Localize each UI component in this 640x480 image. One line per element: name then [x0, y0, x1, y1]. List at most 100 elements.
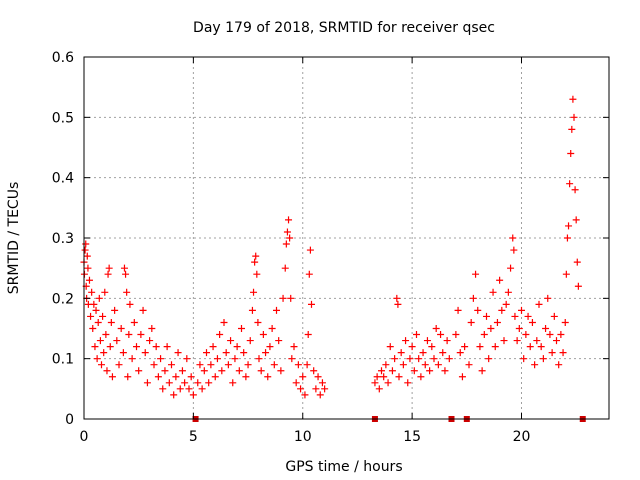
data-point [287, 294, 295, 302]
data-point [533, 337, 541, 345]
data-point [555, 361, 563, 369]
data-point [81, 246, 89, 254]
data-point [378, 367, 385, 375]
data-point [373, 373, 381, 381]
data-point [428, 343, 436, 351]
data-point [511, 312, 519, 320]
x-tick-label: 20 [513, 429, 531, 445]
data-point [123, 288, 131, 296]
data-point [143, 379, 151, 387]
data-point [89, 325, 97, 332]
data-point [522, 331, 530, 339]
data-point [181, 379, 189, 387]
data-point [559, 349, 567, 357]
data-point [304, 331, 312, 339]
data-point [301, 391, 309, 399]
data-point [574, 282, 582, 290]
data-point [189, 391, 197, 399]
data-point [528, 318, 536, 326]
data-point [174, 349, 182, 357]
data-point [98, 361, 105, 369]
data-point [281, 264, 289, 272]
data-point [187, 373, 195, 381]
data-point [135, 367, 143, 375]
data-point [441, 367, 449, 375]
y-tick-label: 0.1 [52, 352, 74, 368]
data-point [306, 246, 314, 254]
data-point [152, 343, 160, 351]
data-point [273, 306, 280, 314]
data-point [235, 367, 243, 375]
data-point [439, 349, 447, 357]
data-point [200, 367, 208, 375]
data-point [393, 294, 401, 302]
data-point [563, 234, 571, 242]
data-point [150, 361, 158, 369]
data-point [275, 337, 283, 345]
data-point [242, 373, 250, 381]
data-point [254, 318, 262, 326]
data-point [509, 234, 517, 242]
data-point [205, 379, 213, 387]
data-point [421, 361, 429, 369]
data-point [526, 343, 534, 351]
data-point [432, 325, 440, 332]
data-point [85, 276, 93, 284]
data-point [96, 337, 104, 345]
data-point [520, 355, 528, 363]
data-point [133, 343, 140, 351]
data-point [539, 355, 547, 363]
axis-ticks [83, 56, 609, 420]
data-point [141, 349, 149, 357]
data-point [388, 367, 396, 375]
data-point [108, 373, 116, 381]
data-point [103, 367, 111, 375]
data-point [375, 385, 383, 393]
data-point [504, 288, 512, 296]
data-point [279, 294, 287, 302]
data-point [111, 306, 119, 314]
data-point [82, 240, 90, 248]
data-point [430, 355, 438, 363]
data-point [415, 355, 423, 363]
data-point [288, 355, 296, 363]
data-point [498, 306, 506, 314]
data-point [308, 300, 315, 308]
data-point [500, 337, 508, 345]
data-point [443, 337, 451, 345]
data-point [456, 349, 464, 357]
data-point [240, 349, 248, 357]
data-point [172, 373, 180, 381]
data-point [268, 325, 276, 332]
data-point [259, 331, 267, 339]
y-tick-label: 0.6 [52, 50, 74, 66]
data-point [395, 373, 403, 381]
data-point [222, 349, 230, 357]
data-point [163, 343, 171, 351]
data-point [233, 343, 241, 351]
data-point [229, 379, 237, 387]
x-tick-label: 15 [403, 429, 421, 445]
data-point [535, 300, 543, 308]
data-point [437, 331, 445, 339]
x-tick-label: 0 [80, 429, 89, 445]
data-point [122, 270, 130, 278]
data-point [465, 361, 473, 369]
data-point [290, 343, 298, 351]
data-point [224, 361, 232, 369]
data-point [292, 379, 300, 387]
data-point [394, 300, 402, 308]
data-point [99, 312, 107, 320]
data-point [266, 343, 274, 351]
data-point [104, 270, 112, 278]
data-point [562, 270, 570, 278]
data-point [513, 337, 521, 345]
data-point [102, 331, 110, 339]
data-point [119, 349, 127, 357]
data-point [270, 361, 278, 369]
data-point [487, 325, 495, 332]
data-point [569, 95, 577, 103]
data-point [570, 113, 578, 121]
data-point [87, 312, 95, 320]
data-point [283, 228, 291, 236]
